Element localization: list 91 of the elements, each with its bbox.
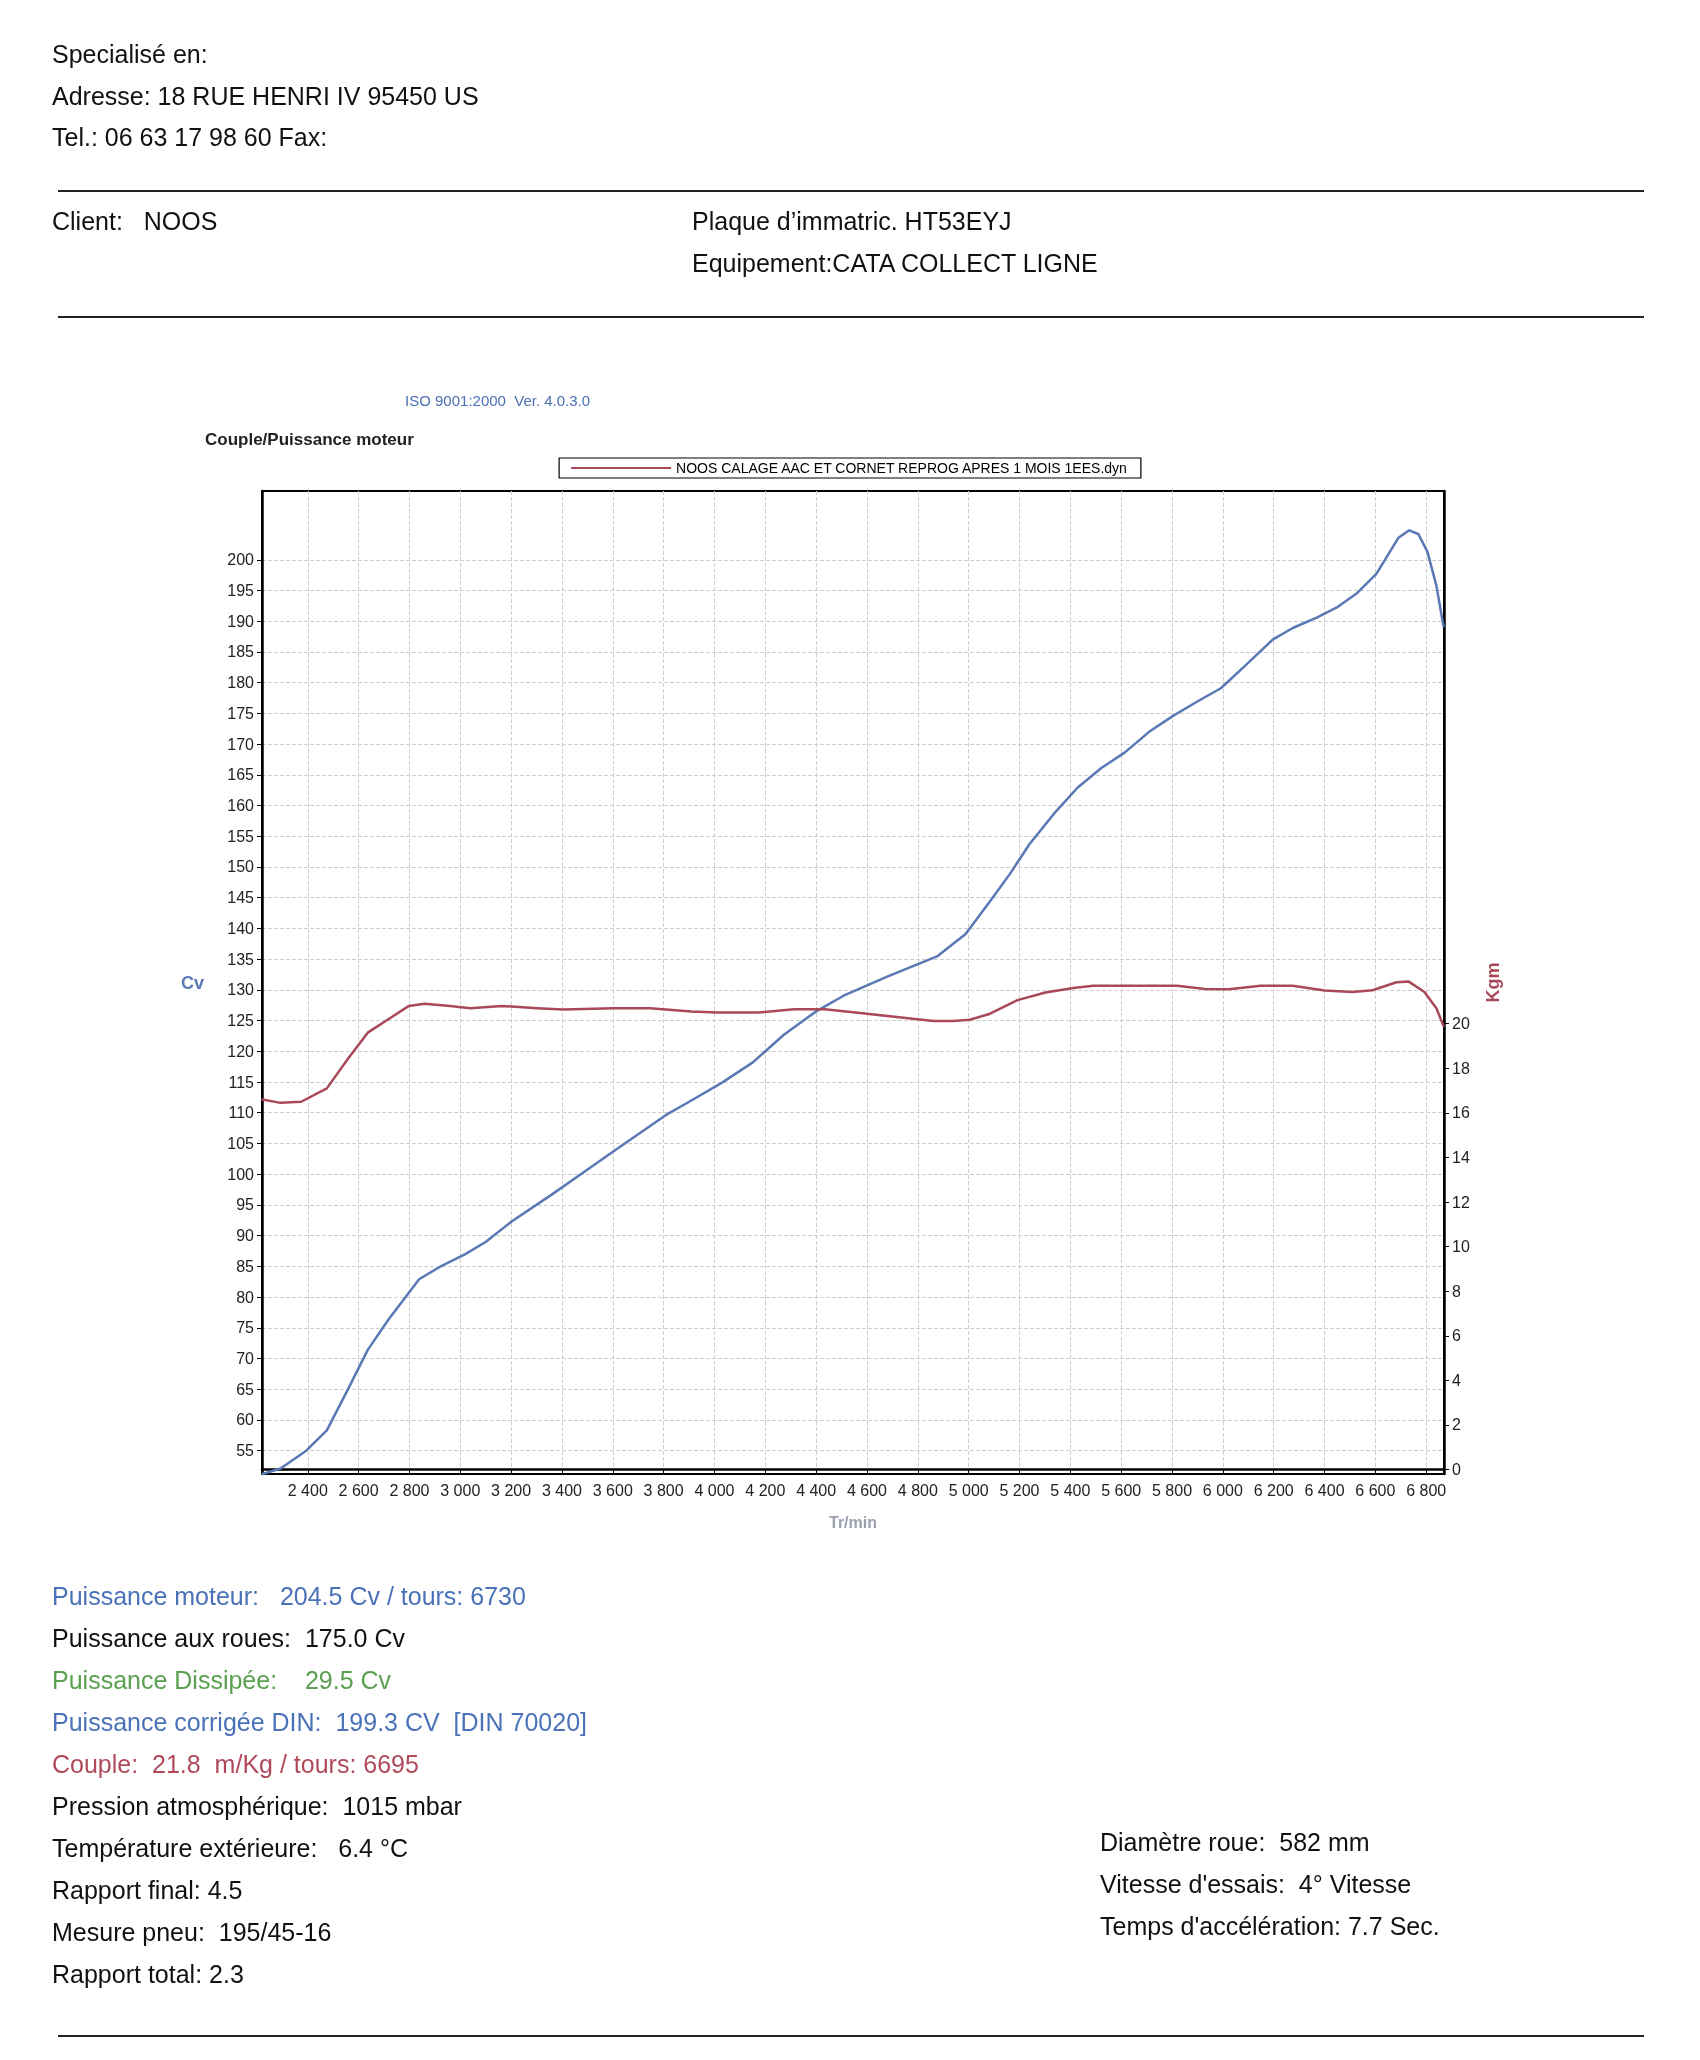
x-tick-label: 6 600 — [1355, 1481, 1396, 1499]
text: Specialisé en: — [52, 40, 208, 69]
x-tick-label: 4 000 — [694, 1481, 735, 1499]
chart-title: Couple/Puissance moteur — [205, 430, 415, 449]
x-tick-label: 5 800 — [1151, 1481, 1193, 1499]
y-tick-label: 80 — [236, 1288, 255, 1306]
y-tick-label: 75 — [236, 1319, 255, 1337]
text: Puissance moteur: 204.5 Cv / tours: 6730 — [52, 1582, 526, 1611]
line-series — [261, 980, 1445, 1105]
y-tick-label: 165 — [227, 766, 255, 784]
x-tick-label: 5 200 — [999, 1481, 1040, 1499]
x-tick-label: 4 800 — [897, 1481, 938, 1499]
y-tick-label: 95 — [236, 1196, 255, 1214]
y-tick-label: 105 — [227, 1134, 255, 1152]
y-tick-label: 145 — [227, 889, 255, 907]
text: Puissance aux roues: 175.0 Cv — [52, 1624, 405, 1653]
x-tick-label: 2 400 — [287, 1481, 328, 1499]
text: Couple: 21.8 m/Kg / tours: 6695 — [52, 1750, 419, 1779]
y-tick-label: 185 — [227, 643, 255, 661]
y-tick-label: 120 — [227, 1042, 255, 1060]
text: Rapport total: 2.3 — [52, 1960, 244, 1989]
text: Température extérieure: 6.4 °C — [52, 1834, 408, 1863]
text: ISO 9001:2000 Ver. 4.0.3.0 — [405, 392, 591, 409]
y-tick-label: 195 — [227, 582, 255, 600]
text: Adresse: 18 RUE HENRI IV 95450 US — [52, 82, 479, 111]
x-tick-label: 6 400 — [1304, 1481, 1345, 1499]
y-axis-title: Cv — [180, 972, 204, 993]
x-tick-label: 6 200 — [1253, 1481, 1294, 1499]
text: Puissance corrigée DIN: 199.3 CV [DIN 70020] — [52, 1708, 587, 1737]
y2-tick-label: 20 — [1452, 1015, 1470, 1033]
text: Pression atmosphérique: 1015 mbar — [52, 1792, 462, 1821]
y-tick-label: 65 — [236, 1380, 255, 1398]
x-tick-label: 4 200 — [745, 1481, 786, 1499]
x-tick-label: 4 400 — [796, 1481, 837, 1499]
y2-tick-label: 8 — [1452, 1282, 1461, 1300]
text: Tel.: 06 63 17 98 60 Fax: — [52, 123, 328, 152]
y2-tick-label: 12 — [1452, 1193, 1470, 1211]
x-tick-label: 5 400 — [1050, 1481, 1091, 1499]
y-tick-label: 170 — [227, 735, 255, 753]
x-tick-label: 4 600 — [846, 1481, 888, 1499]
y2-tick-label: 2 — [1452, 1416, 1461, 1434]
y-tick-label: 70 — [236, 1350, 255, 1367]
text: Rapport final: 4.5 — [52, 1876, 243, 1905]
y2-axis-title: Kgm — [1483, 962, 1503, 1003]
y-tick-label: 190 — [227, 612, 255, 630]
x-tick-label: 3 200 — [491, 1481, 532, 1499]
y-tick-label: 140 — [227, 919, 255, 937]
y-tick-label: 135 — [227, 950, 255, 968]
y2-tick-label: 0 — [1452, 1461, 1461, 1479]
x-tick-label: 5 000 — [948, 1481, 989, 1499]
y-tick-label: 115 — [228, 1073, 255, 1091]
x-tick-label: 3 600 — [592, 1481, 633, 1499]
x-tick-label: 2 800 — [389, 1481, 430, 1499]
y2-tick-label: 16 — [1452, 1104, 1470, 1122]
y-tick-label: 90 — [236, 1227, 255, 1245]
text: Client: NOOS — [52, 207, 218, 236]
x-tick-label: 6 800 — [1406, 1481, 1447, 1499]
x-tick-label: 3 800 — [643, 1481, 684, 1499]
text: Mesure pneu: 195/45-16 — [52, 1918, 332, 1947]
y-tick-label: 55 — [236, 1442, 255, 1460]
y-tick-label: 85 — [236, 1257, 255, 1275]
x-tick-label: 6 000 — [1202, 1481, 1243, 1499]
text: Plaque d’immatric. HT53EYJ — [692, 207, 1012, 236]
text: NOOS CALAGE AAC ET CORNET REPROG APRES 1 MOIS 1EES.dyn — [676, 460, 1127, 476]
y2-tick-label: 6 — [1452, 1327, 1461, 1345]
text: Temps d'accélération: 7.7 Sec. — [1100, 1912, 1440, 1941]
y-tick-label: 125 — [227, 1012, 255, 1030]
y-tick-label: 130 — [227, 981, 255, 999]
text: Diamètre roue: 582 mm — [1100, 1828, 1370, 1857]
x-tick-label: 3 000 — [440, 1481, 481, 1499]
y-tick-label: 160 — [227, 797, 255, 815]
x-tick-label: 5 600 — [1101, 1481, 1142, 1499]
x-tick-label: 2 600 — [338, 1481, 379, 1499]
line-series — [261, 529, 1445, 1476]
y-tick-label: 150 — [227, 858, 255, 876]
y-tick-label: 180 — [227, 674, 255, 692]
text: Puissance Dissipée: 29.5 Cv — [52, 1666, 392, 1695]
y-tick-label: 155 — [227, 827, 255, 845]
y-tick-label: 60 — [236, 1411, 255, 1429]
x-axis-title: Tr/min — [828, 1513, 878, 1531]
y2-tick-label: 10 — [1452, 1238, 1470, 1256]
x-tick-label: 3 400 — [541, 1481, 583, 1499]
y2-tick-label: 4 — [1452, 1371, 1461, 1389]
text: Equipement:CATA COLLECT LIGNE — [692, 249, 1098, 278]
y2-tick-label: 18 — [1452, 1059, 1470, 1077]
y-tick-label: 100 — [227, 1165, 255, 1183]
y2-tick-label: 14 — [1452, 1148, 1470, 1166]
y-tick-label: 110 — [228, 1104, 255, 1122]
y-tick-label: 175 — [227, 704, 255, 722]
text: Vitesse d'essais: 4° Vitesse — [1100, 1870, 1412, 1899]
y-tick-label: 200 — [227, 551, 255, 569]
